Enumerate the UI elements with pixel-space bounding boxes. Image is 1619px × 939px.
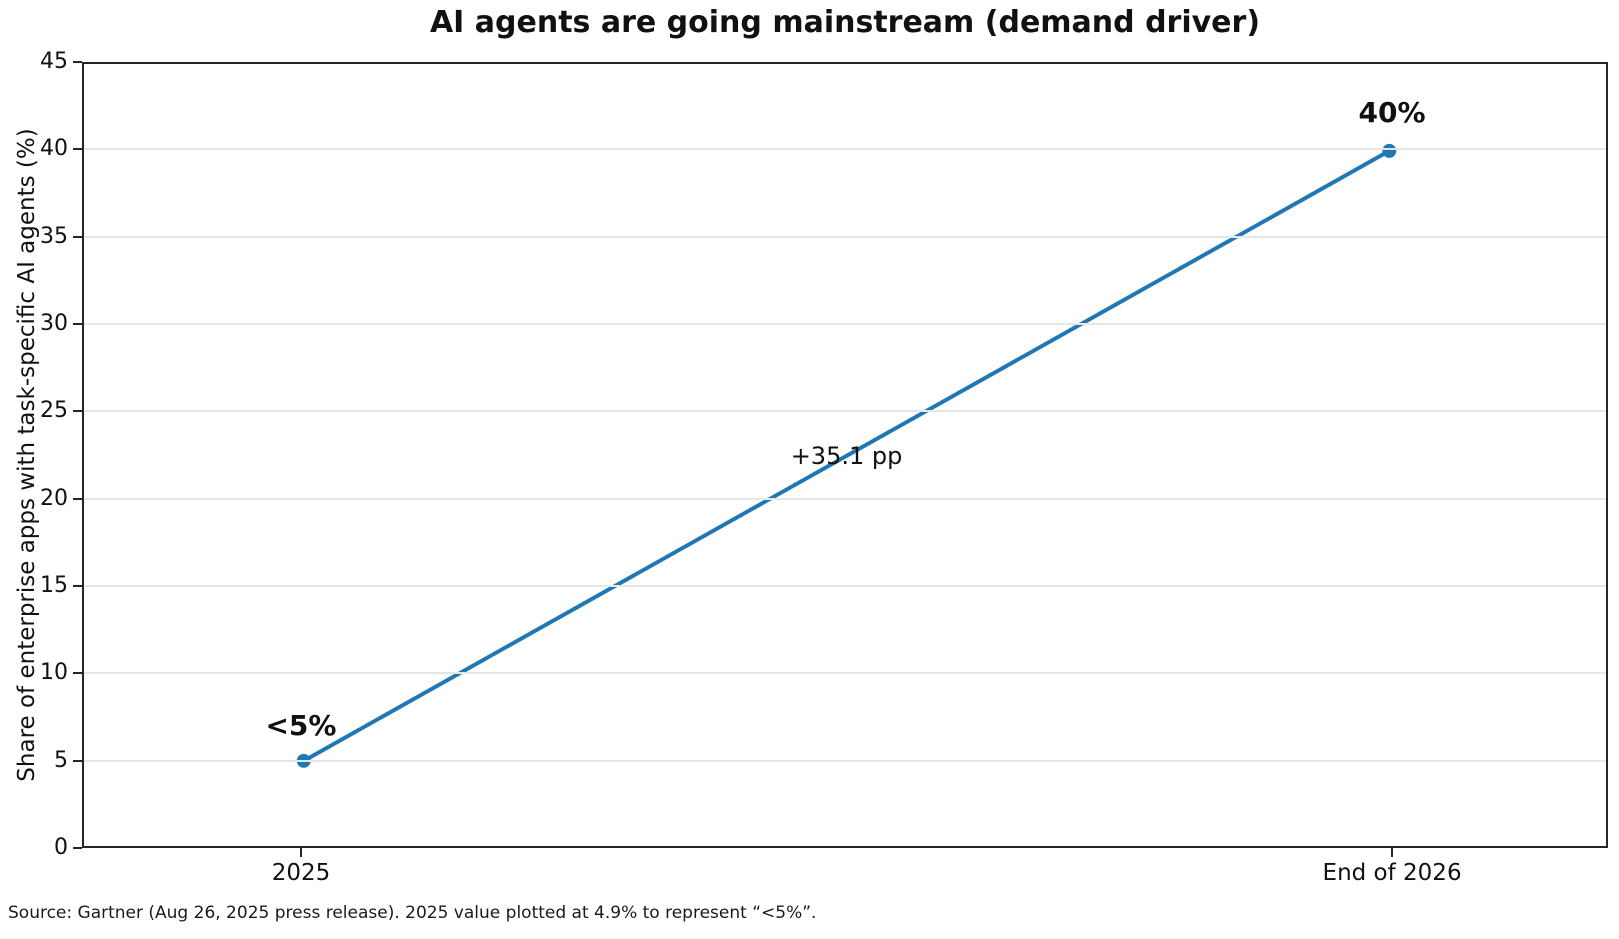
- y-tick-mark: [73, 61, 82, 63]
- gridline: [84, 148, 1606, 151]
- y-tick-label: 35: [40, 223, 68, 249]
- gridline: [84, 235, 1606, 238]
- data-point-marker: [1382, 143, 1397, 158]
- gridline: [84, 759, 1606, 762]
- y-tick-mark: [73, 410, 82, 413]
- y-tick-mark: [73, 323, 82, 325]
- gridline: [84, 497, 1606, 500]
- plot-area: [82, 62, 1608, 848]
- delta-annotation: +35.1 pp: [790, 441, 903, 470]
- y-tick-label: 30: [40, 311, 68, 336]
- x-tick-mark: [1391, 848, 1394, 857]
- gridline: [84, 585, 1606, 587]
- gridline: [84, 323, 1606, 325]
- y-tick-mark: [73, 585, 82, 587]
- y-tick-label: 25: [40, 398, 68, 424]
- y-tick-label: 0: [54, 835, 68, 860]
- y-tick-label: 10: [40, 660, 68, 686]
- y-tick-mark: [73, 235, 82, 238]
- y-tick-label: 20: [40, 485, 68, 511]
- y-tick-mark: [73, 497, 82, 500]
- y-tick-label: 5: [54, 747, 68, 773]
- x-tick-end-of-2026: End of 2026: [1322, 860, 1462, 886]
- gridline: [84, 410, 1606, 413]
- data-label-end-of-2026: 40%: [1358, 96, 1426, 130]
- y-tick-mark: [73, 672, 82, 675]
- y-tick-mark: [73, 148, 82, 151]
- y-tick-label: 45: [40, 49, 68, 74]
- data-label-2025: <5%: [265, 709, 337, 743]
- x-tick-mark: [299, 848, 302, 857]
- chart-title: AI agents are going mainstream (demand d…: [429, 5, 1261, 40]
- y-tick-label: 15: [40, 573, 68, 598]
- gridline: [84, 672, 1606, 675]
- source-note: Source: Gartner (Aug 26, 2025 press rele…: [8, 903, 817, 923]
- y-tick-label: 40: [40, 136, 68, 162]
- y-tick-mark: [73, 847, 82, 849]
- trend-line: [301, 148, 1392, 763]
- y-tick-mark: [73, 759, 82, 762]
- x-tick-2025: 2025: [271, 860, 331, 886]
